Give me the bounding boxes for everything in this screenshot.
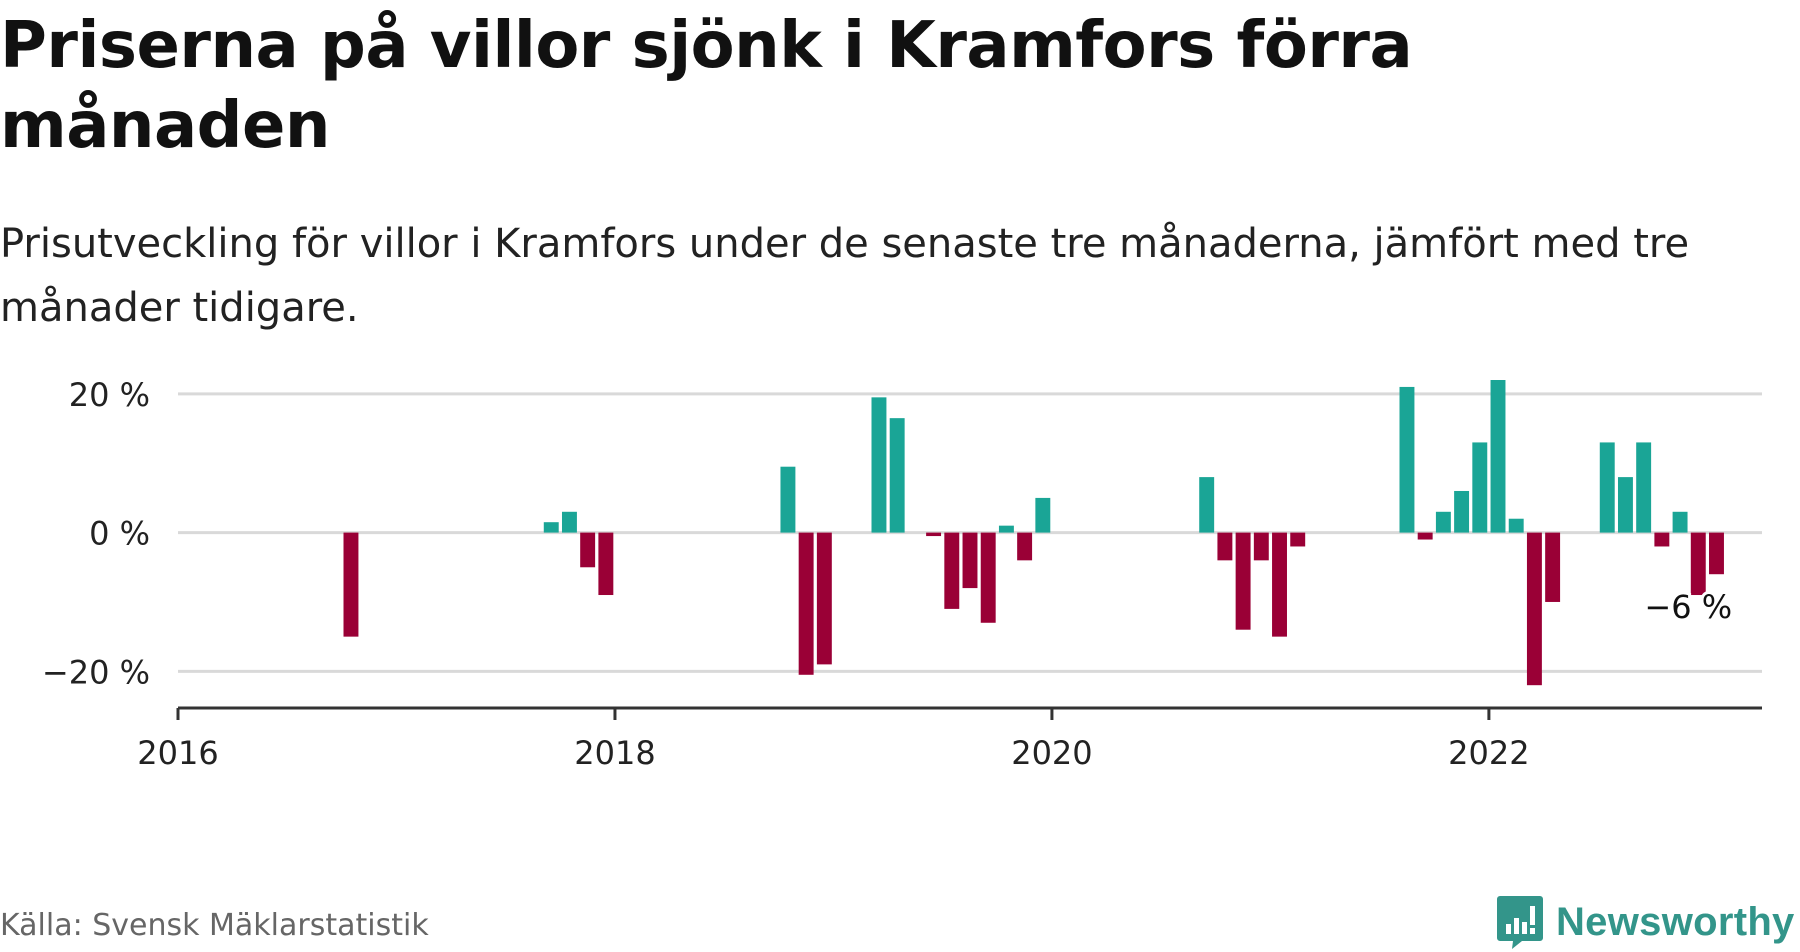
bar-chart: −20 % 0 % 20 % 2016 2018 2020 2022 −6 %: [42, 380, 1762, 772]
bar: [1617, 477, 1633, 533]
bar: [1472, 442, 1488, 533]
bar: [1690, 532, 1706, 596]
bar: [1490, 380, 1506, 533]
bar: [1709, 532, 1724, 575]
bar: [1526, 532, 1542, 686]
bar: [816, 532, 832, 665]
bar: [1017, 532, 1033, 561]
bar: [1290, 532, 1306, 547]
bar: [1417, 532, 1433, 540]
brand-name: Newsworthy: [1556, 899, 1795, 944]
source-note: Källa: Svensk Mäklarstatistik: [0, 908, 429, 943]
bar: [1435, 511, 1451, 533]
bar: [543, 522, 559, 533]
bar: [944, 532, 960, 609]
bar: [561, 511, 577, 533]
bar: [962, 532, 978, 589]
bar: [1545, 532, 1561, 602]
x-tick-label: 2016: [137, 734, 218, 772]
bar: [1035, 497, 1051, 533]
bar: [780, 466, 796, 533]
bar: [1235, 532, 1251, 630]
axis-layer: −20 % 0 % 20 % 2016 2018 2020 2022: [42, 380, 1762, 772]
bar: [1454, 490, 1470, 533]
newsworthy-logo-icon: [1497, 896, 1543, 949]
bar: [871, 397, 887, 533]
bar: [1217, 532, 1233, 561]
chart-title: Priserna på villor sjönk i Kramfors förr…: [0, 9, 1413, 163]
bar-layer: [343, 380, 1724, 686]
bar: [998, 525, 1014, 533]
bar: [1636, 442, 1652, 533]
y-tick-label: 20 %: [69, 380, 150, 414]
bar: [598, 532, 614, 596]
brand-logo[interactable]: Newsworthy: [1496, 892, 1795, 952]
bar: [343, 532, 359, 637]
chart-subtitle: Prisutveckling för villor i Kramfors und…: [0, 221, 1690, 331]
bar: [1654, 532, 1670, 547]
bar: [1672, 511, 1688, 533]
bar: [798, 532, 814, 675]
label-layer: −6 %: [1641, 585, 1735, 629]
bar: [1272, 532, 1287, 637]
bar: [980, 532, 996, 623]
bar: [889, 418, 905, 533]
x-tick-label: 2022: [1448, 734, 1529, 772]
bar: [1199, 477, 1215, 533]
x-tick-label: 2020: [1011, 734, 1092, 772]
value-annotation: −6 %: [1644, 588, 1732, 626]
bar: [1399, 386, 1415, 533]
y-tick-label: 0 %: [89, 515, 150, 553]
x-tick-label: 2018: [574, 734, 655, 772]
bar: [1599, 442, 1615, 533]
y-tick-label: −20 %: [42, 653, 150, 691]
bar: [926, 532, 942, 537]
bar: [580, 532, 596, 568]
bar: [1253, 532, 1269, 561]
bar: [1508, 518, 1524, 533]
